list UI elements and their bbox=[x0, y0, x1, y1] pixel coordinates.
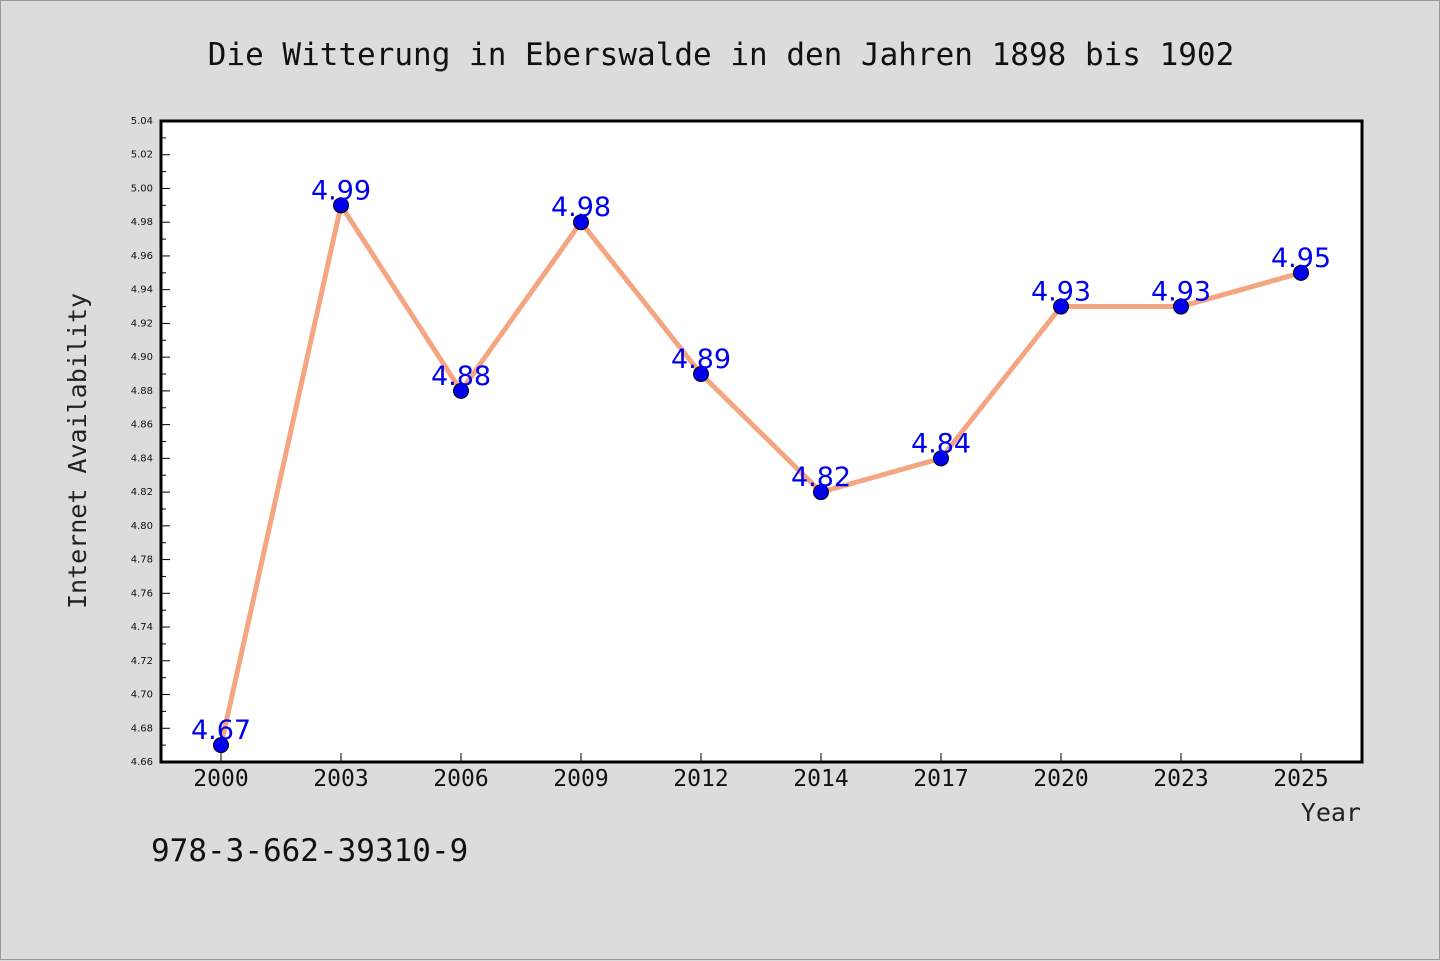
y-tick-label: 4.90 bbox=[131, 352, 153, 363]
data-label: 4.67 bbox=[191, 715, 251, 746]
y-tick-label: 4.92 bbox=[131, 318, 153, 329]
y-tick-label: 4.80 bbox=[131, 521, 153, 532]
data-label: 4.89 bbox=[671, 344, 731, 375]
data-point bbox=[213, 737, 229, 754]
data-label: 4.93 bbox=[1151, 277, 1211, 308]
data-point bbox=[333, 197, 349, 214]
x-tick-label: 2020 bbox=[1033, 766, 1088, 792]
y-tick-label: 4.86 bbox=[131, 420, 153, 431]
data-label: 4.99 bbox=[311, 175, 371, 206]
x-tick-label: 2003 bbox=[313, 766, 368, 792]
footer-code: 978-3-662-39310-9 bbox=[151, 833, 469, 869]
x-tick-label: 2014 bbox=[793, 766, 848, 792]
y-tick-label: 4.84 bbox=[131, 453, 153, 464]
data-label: 4.82 bbox=[791, 462, 851, 493]
data-point bbox=[1053, 298, 1069, 315]
data-label: 4.98 bbox=[551, 192, 611, 223]
chart-title: Die Witterung in Eberswalde in den Jahre… bbox=[208, 37, 1235, 73]
y-tick-label: 4.74 bbox=[131, 622, 153, 633]
x-tick-label: 2012 bbox=[673, 766, 728, 792]
y-tick-label: 4.72 bbox=[131, 656, 153, 667]
series-line bbox=[218, 202, 1302, 746]
data-point bbox=[1173, 298, 1189, 315]
data-point bbox=[573, 214, 589, 231]
y-tick-label: 4.88 bbox=[131, 386, 153, 397]
y-tick-label: 4.68 bbox=[131, 723, 153, 734]
data-labels: 4.67 4.99 4.88 4.98 4.89 4.82 4.84 4.93 4.93 4.95 bbox=[191, 175, 1331, 746]
data-point bbox=[1293, 264, 1309, 281]
data-label: 4.84 bbox=[911, 428, 971, 459]
x-tick-label: 2023 bbox=[1153, 766, 1208, 792]
x-tick-label: 2000 bbox=[193, 766, 248, 792]
y-tick-label: 5.04 bbox=[131, 116, 153, 127]
y-tick-label: 4.76 bbox=[131, 588, 153, 599]
data-label: 4.88 bbox=[431, 361, 491, 392]
y-tick-label: 4.98 bbox=[131, 217, 153, 228]
plot-area bbox=[159, 119, 1364, 764]
x-axis-label: Year bbox=[1301, 798, 1361, 827]
y-tick-label: 4.82 bbox=[131, 487, 153, 498]
x-tick-label: 2017 bbox=[913, 766, 968, 792]
y-tick-label: 4.96 bbox=[131, 251, 153, 262]
data-label: 4.93 bbox=[1031, 277, 1091, 308]
data-label: 4.95 bbox=[1271, 243, 1331, 274]
data-point bbox=[933, 450, 949, 467]
data-point bbox=[453, 382, 469, 399]
y-axis: 4.66 4.68 4.70 4.72 4.74 4.76 4.78 4.80 4.82 4.84… bbox=[131, 116, 170, 768]
x-tick-label: 2025 bbox=[1273, 766, 1328, 792]
y-tick-label: 5.00 bbox=[131, 183, 153, 194]
x-axis: 2000 2003 2006 2009 2012 2014 2017 2020 2023 2025 bbox=[193, 753, 1329, 792]
data-point bbox=[813, 484, 829, 501]
y-tick-label: 5.02 bbox=[131, 150, 153, 161]
y-tick-label: 4.78 bbox=[131, 555, 153, 566]
x-tick-label: 2006 bbox=[433, 766, 488, 792]
y-tick-label: 4.70 bbox=[131, 690, 153, 701]
data-point bbox=[693, 366, 709, 383]
x-tick-label: 2009 bbox=[553, 766, 608, 792]
series-layer bbox=[213, 197, 1309, 754]
y-tick-label: 4.94 bbox=[131, 285, 153, 296]
y-tick-label: 4.66 bbox=[131, 757, 153, 768]
y-axis-label: Internet Availability bbox=[63, 293, 92, 609]
